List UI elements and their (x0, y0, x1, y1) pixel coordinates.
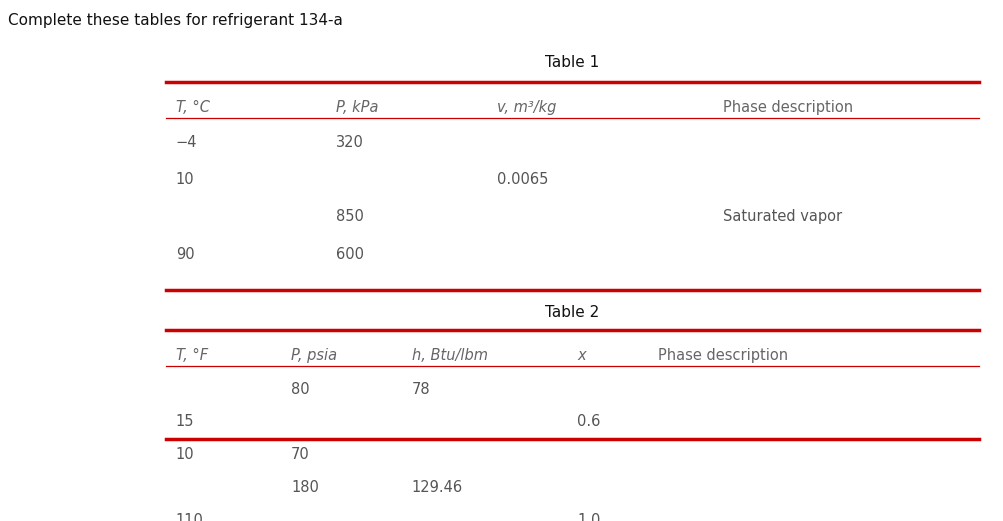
Text: T, °F: T, °F (176, 348, 208, 363)
Text: 80: 80 (291, 382, 310, 396)
Text: 0.0065: 0.0065 (496, 172, 548, 187)
Text: P, psia: P, psia (291, 348, 337, 363)
Text: 600: 600 (336, 246, 364, 262)
Text: −4: −4 (176, 135, 197, 150)
Text: h, Btu/lbm: h, Btu/lbm (411, 348, 487, 363)
Text: 10: 10 (176, 447, 195, 462)
Text: 180: 180 (291, 480, 319, 495)
Text: v, m³/kg: v, m³/kg (496, 100, 556, 115)
Text: 10: 10 (176, 172, 195, 187)
Text: x: x (577, 348, 586, 363)
Text: T, °C: T, °C (176, 100, 210, 115)
Text: Saturated vapor: Saturated vapor (722, 209, 842, 224)
Text: Complete these tables for refrigerant 134-a: Complete these tables for refrigerant 13… (8, 14, 343, 29)
Text: Table 2: Table 2 (545, 305, 599, 320)
Text: Phase description: Phase description (657, 348, 787, 363)
Text: 850: 850 (336, 209, 364, 224)
Text: 15: 15 (176, 415, 194, 429)
Text: 90: 90 (176, 246, 195, 262)
Text: 0.6: 0.6 (577, 415, 600, 429)
Text: Phase description: Phase description (722, 100, 853, 115)
Text: Table 1: Table 1 (545, 55, 599, 70)
Text: 320: 320 (336, 135, 364, 150)
Text: 129.46: 129.46 (411, 480, 462, 495)
Text: 78: 78 (411, 382, 430, 396)
Text: 70: 70 (291, 447, 310, 462)
Text: P, kPa: P, kPa (336, 100, 378, 115)
Text: 110: 110 (176, 513, 204, 521)
Text: 1.0: 1.0 (577, 513, 600, 521)
